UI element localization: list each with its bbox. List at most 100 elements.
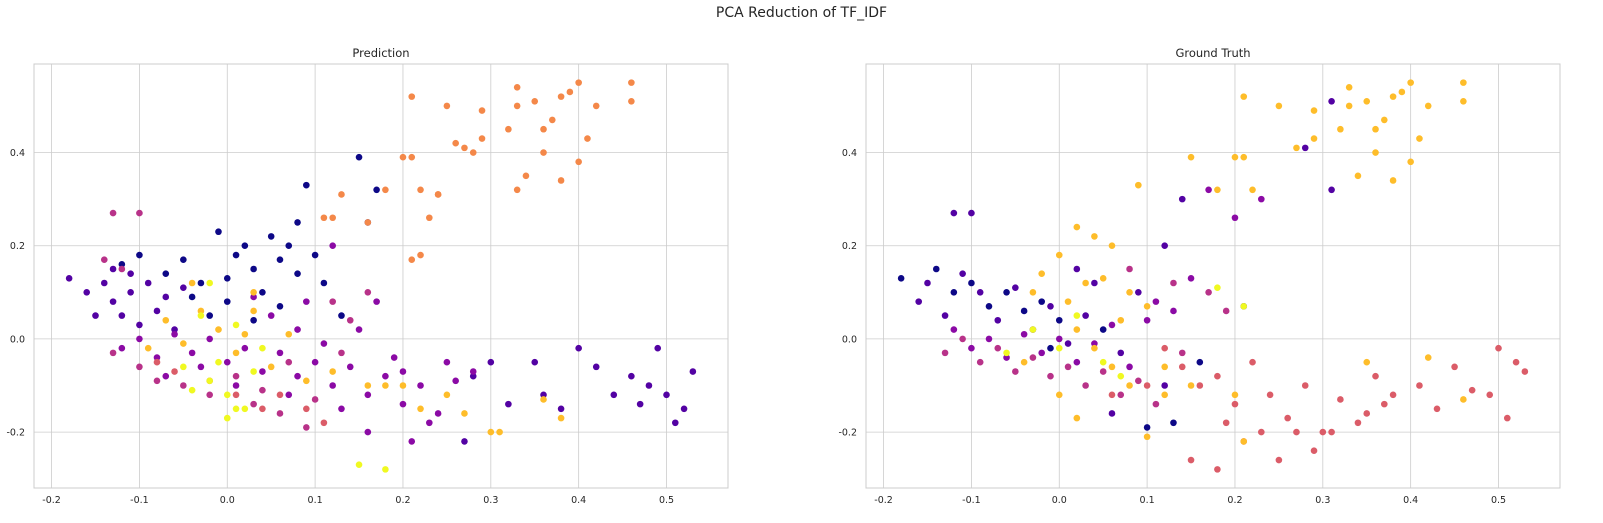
data-point — [1460, 97, 1467, 105]
data-point — [1424, 102, 1432, 110]
data-point — [1020, 307, 1028, 315]
data-point — [1205, 289, 1212, 296]
data-point — [469, 372, 477, 380]
data-point — [1275, 456, 1283, 464]
data-point — [417, 382, 424, 389]
data-point — [285, 330, 293, 338]
data-point — [557, 405, 565, 413]
data-point — [109, 265, 117, 273]
data-point — [259, 368, 266, 375]
data-point — [153, 307, 161, 315]
data-point — [592, 102, 600, 110]
series-class-pink — [1108, 344, 1529, 473]
data-point — [1512, 358, 1520, 366]
data-point — [171, 368, 178, 375]
data-point — [1249, 358, 1256, 366]
data-point — [1389, 177, 1397, 184]
data-point — [382, 382, 389, 389]
data-point — [109, 349, 117, 357]
data-point — [250, 400, 257, 408]
data-point — [1143, 382, 1151, 389]
data-point — [223, 391, 231, 399]
data-point — [303, 298, 310, 305]
data-point — [426, 214, 433, 222]
data-point — [566, 88, 574, 96]
data-point — [645, 382, 653, 389]
data-point — [1038, 270, 1045, 277]
x-tick-label: 0.4 — [1403, 495, 1418, 506]
axes-frame — [33, 63, 729, 489]
data-point — [985, 335, 993, 343]
data-point — [1196, 382, 1204, 389]
data-point — [1108, 410, 1116, 417]
data-point — [408, 256, 416, 263]
data-point — [241, 344, 249, 352]
x-tick-label: -0.1 — [130, 495, 149, 506]
data-point — [408, 153, 416, 161]
data-point — [329, 368, 336, 375]
data-point — [549, 116, 556, 124]
data-point — [1117, 316, 1125, 324]
data-point — [950, 326, 958, 333]
data-point — [399, 368, 407, 375]
data-point — [1082, 279, 1089, 287]
data-point — [513, 102, 521, 110]
data-point — [1099, 275, 1107, 282]
data-point — [1099, 326, 1107, 333]
data-point — [294, 219, 301, 226]
data-point — [399, 400, 407, 408]
data-point — [1012, 368, 1019, 375]
data-point — [1143, 302, 1151, 310]
data-point — [188, 349, 196, 357]
data-point — [118, 344, 126, 352]
data-point — [469, 368, 477, 375]
data-point — [399, 153, 407, 161]
data-point — [443, 358, 451, 366]
data-point — [109, 209, 117, 217]
data-point — [1003, 349, 1010, 357]
data-point — [153, 358, 161, 366]
series-cluster-navy — [118, 153, 380, 324]
data-point — [1108, 391, 1116, 399]
data-point — [540, 125, 547, 133]
data-point — [915, 298, 923, 305]
data-point — [188, 279, 196, 287]
data-point — [206, 335, 213, 343]
data-point — [443, 391, 451, 399]
data-point — [408, 93, 416, 100]
data-point — [100, 279, 108, 287]
data-point — [188, 293, 196, 301]
data-point — [1029, 289, 1037, 296]
data-point — [232, 321, 240, 329]
data-point — [276, 410, 284, 417]
data-point — [1170, 307, 1177, 315]
data-point — [628, 79, 635, 86]
data-point — [1354, 419, 1362, 427]
data-point — [1003, 289, 1010, 296]
data-point — [1275, 102, 1283, 110]
data-point — [1117, 391, 1125, 399]
data-point — [180, 340, 187, 347]
data-point — [267, 363, 275, 371]
data-point — [1310, 447, 1318, 455]
data-point — [1038, 298, 1045, 305]
data-point — [267, 312, 275, 319]
x-tick-label: -0.2 — [42, 495, 61, 506]
data-point — [575, 344, 582, 352]
data-point — [1064, 363, 1072, 371]
data-point — [968, 209, 975, 217]
data-point — [1486, 391, 1494, 399]
data-point — [1055, 391, 1063, 399]
data-point — [417, 251, 424, 259]
data-point — [373, 186, 380, 194]
data-point — [320, 214, 328, 222]
data-point — [434, 410, 442, 417]
data-point — [1187, 382, 1195, 389]
data-point — [557, 93, 565, 100]
data-point — [557, 414, 565, 422]
data-point — [408, 438, 416, 445]
data-point — [1161, 242, 1168, 250]
data-point — [478, 135, 486, 142]
data-point — [1091, 279, 1098, 287]
